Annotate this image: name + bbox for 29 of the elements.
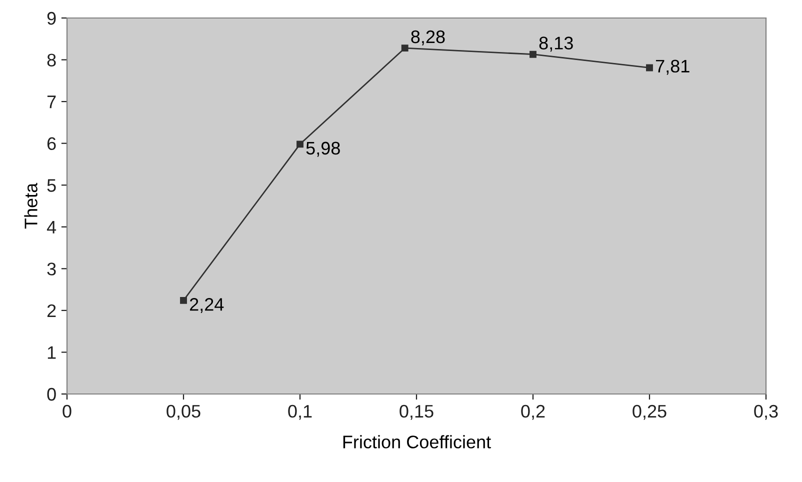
- x-axis-title: Friction Coefficient: [343, 435, 491, 448]
- x-tick-label: 0,25: [632, 404, 666, 420]
- data-label: 7,81: [656, 60, 690, 75]
- y-tick-label: 7: [47, 96, 56, 108]
- x-tick-label: 0,1: [288, 404, 312, 420]
- data-label: 2,24: [190, 298, 224, 313]
- y-tick-label: 8: [47, 54, 56, 66]
- x-tick-label: 0,15: [400, 404, 434, 420]
- data-label: 8,28: [411, 30, 445, 46]
- point: [180, 296, 187, 304]
- y-tick-label: 0: [47, 388, 56, 401]
- y-tick-label: 5: [47, 179, 56, 192]
- y-tick-label: 3: [47, 262, 56, 276]
- y-tick-label: 2: [47, 304, 56, 317]
- x-tick-label: 0,05: [166, 404, 200, 420]
- point: [401, 44, 408, 52]
- point: [530, 50, 536, 58]
- data-label: 5,98: [306, 142, 340, 157]
- x-tick-label: 0,2: [521, 404, 545, 420]
- point: [646, 64, 653, 72]
- y-tick-label: 6: [47, 137, 56, 150]
- data-label: 8,13: [539, 36, 573, 52]
- x-tick-label: 0,3: [754, 404, 778, 420]
- y-tick-label: 1: [48, 346, 56, 359]
- x-tick-label: 0: [62, 404, 72, 418]
- y-tick-label: 4: [46, 221, 56, 234]
- point: [296, 140, 304, 148]
- y-axis-title: Theta: [24, 182, 38, 229]
- y-tick-label: 9: [47, 12, 56, 25]
